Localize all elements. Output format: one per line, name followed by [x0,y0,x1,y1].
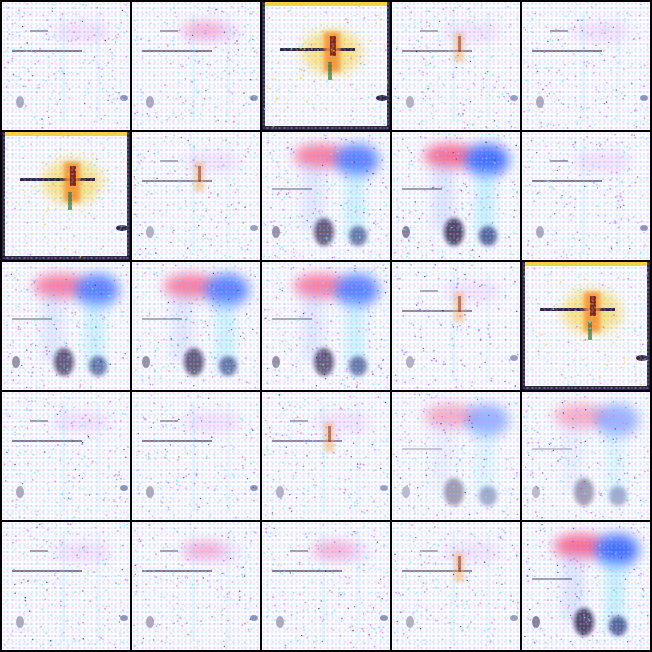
sample-tile [2,262,130,390]
sample-tile [522,262,650,390]
sample-tile [262,262,390,390]
sample-tile [522,522,650,650]
sample-image [392,132,520,260]
sample-image [262,262,390,390]
sample-tile [132,2,260,130]
sample-image [522,132,650,260]
sample-image [132,262,260,390]
sample-image [522,262,650,390]
sample-tile [262,132,390,260]
sample-image [262,522,390,650]
sample-image [392,262,520,390]
sample-image [262,2,390,130]
sample-tile [132,132,260,260]
sample-image [262,392,390,520]
sample-image [392,392,520,520]
sample-tile [262,522,390,650]
sample-tile [522,132,650,260]
sample-tile [392,132,520,260]
sample-image [392,2,520,130]
sample-tile [522,2,650,130]
sample-image [132,522,260,650]
sample-tile [132,262,260,390]
sample-image [262,132,390,260]
sample-tile [392,392,520,520]
sample-image [522,2,650,130]
sample-image [2,522,130,650]
sample-image [2,2,130,130]
sample-image [132,132,260,260]
sample-tile [392,522,520,650]
sample-image [522,392,650,520]
sample-tile [522,392,650,520]
sample-image [132,392,260,520]
sample-tile [392,262,520,390]
sample-tile [2,392,130,520]
sample-image [132,2,260,130]
sample-tile [2,522,130,650]
sample-tile [132,392,260,520]
sample-image [2,132,130,260]
sample-tile [262,2,390,130]
sample-tile [132,522,260,650]
sample-tile [2,2,130,130]
sample-tile [2,132,130,260]
sample-image [2,392,130,520]
sample-tile [392,2,520,130]
sample-image [392,522,520,650]
sample-image [2,262,130,390]
sample-image [522,522,650,650]
sample-tile [262,392,390,520]
